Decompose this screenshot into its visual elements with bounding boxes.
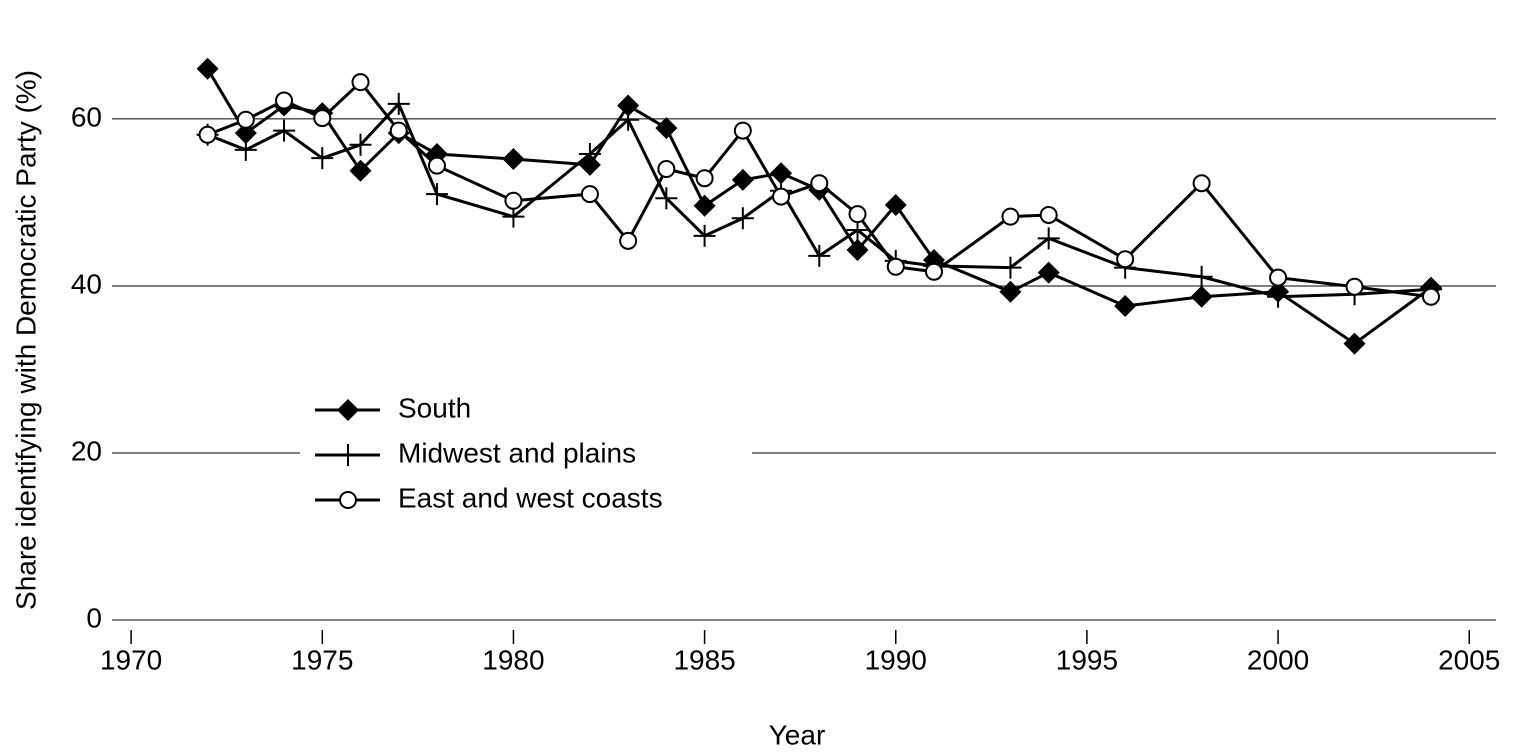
marker	[275, 91, 294, 110]
legend-label: Midwest and plains	[398, 437, 636, 468]
marker	[578, 142, 601, 165]
legend: South Midwest and plains East and west coa…	[300, 385, 752, 525]
legend-marker	[339, 491, 357, 509]
marker	[504, 191, 523, 210]
marker	[693, 194, 716, 217]
marker	[234, 122, 257, 145]
marker	[389, 121, 408, 140]
marker	[1267, 285, 1290, 308]
y-tick-label: 0	[86, 602, 102, 633]
x-tick-label: 1990	[865, 644, 927, 675]
marker	[808, 244, 831, 267]
marker	[1037, 227, 1060, 250]
marker	[349, 133, 372, 156]
y-tick-label: 60	[71, 101, 102, 132]
x-tick-label: 2000	[1247, 644, 1309, 675]
marker	[924, 262, 943, 281]
y-tick-label: 40	[71, 268, 102, 299]
marker	[772, 187, 791, 206]
marker	[1190, 265, 1213, 288]
marker	[1001, 207, 1020, 226]
marker	[999, 280, 1022, 303]
marker	[884, 193, 907, 216]
marker	[427, 156, 446, 175]
marker	[731, 168, 754, 191]
marker	[1269, 268, 1288, 287]
marker	[1343, 332, 1366, 355]
marker	[1190, 285, 1213, 308]
marker	[313, 109, 332, 128]
marker	[580, 185, 599, 204]
marker	[657, 160, 676, 179]
marker	[770, 162, 793, 185]
marker	[810, 174, 829, 193]
marker	[1039, 205, 1058, 224]
marker	[886, 257, 905, 276]
marker	[198, 125, 217, 144]
marker	[731, 207, 754, 230]
marker	[1345, 277, 1364, 296]
marker	[655, 187, 678, 210]
y-axis-label: Share identifying with Democratic Party …	[10, 70, 41, 610]
marker	[387, 92, 410, 115]
x-tick-label: 1970	[100, 644, 162, 675]
marker	[1192, 174, 1211, 193]
marker	[619, 231, 638, 250]
marker	[349, 159, 372, 182]
x-axis-label: Year	[769, 719, 826, 750]
marker	[617, 108, 640, 131]
marker	[351, 73, 370, 92]
marker	[502, 148, 525, 171]
marker	[999, 256, 1022, 279]
marker	[733, 121, 752, 140]
marker	[311, 147, 334, 170]
legend-label: South	[398, 392, 471, 423]
legend-label: East and west coasts	[398, 482, 663, 513]
legend-marker	[337, 399, 359, 421]
x-tick-label: 2005	[1438, 644, 1500, 675]
marker	[196, 57, 219, 80]
marker	[1037, 261, 1060, 284]
marker	[848, 205, 867, 224]
x-tick-label: 1975	[291, 644, 353, 675]
marker	[693, 224, 716, 247]
x-tick-label: 1980	[482, 644, 544, 675]
marker	[234, 138, 257, 161]
marker	[236, 110, 255, 129]
marker	[425, 183, 448, 206]
marker	[1114, 294, 1137, 317]
marker	[655, 117, 678, 140]
x-tick-label: 1995	[1056, 644, 1118, 675]
x-tick-label: 1985	[673, 644, 735, 675]
y-tick-label: 20	[71, 435, 102, 466]
marker	[695, 169, 714, 188]
marker	[846, 239, 869, 262]
marker	[1116, 250, 1135, 269]
marker	[617, 94, 640, 117]
legend-marker	[337, 444, 359, 466]
marker	[1422, 287, 1441, 306]
marker	[273, 119, 296, 142]
